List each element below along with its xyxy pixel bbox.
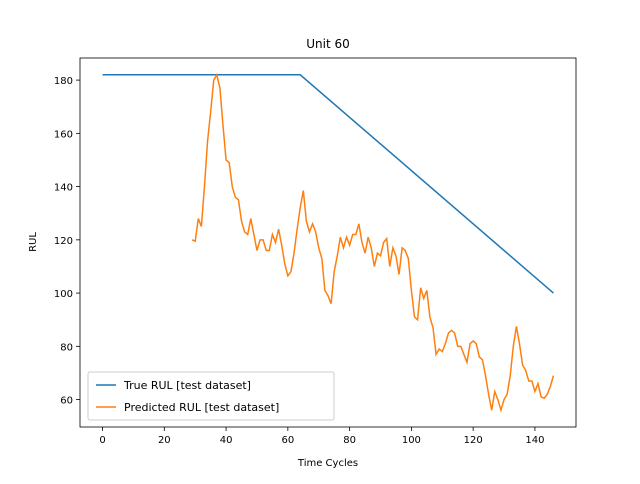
y-tick-label: 120 [54, 236, 73, 247]
x-axis-label: Time Cycles [297, 458, 358, 469]
x-tick-label: 140 [525, 435, 544, 446]
legend-label: Predicted RUL [test dataset] [124, 401, 279, 414]
data-line [191, 72, 555, 413]
plot-frame [79, 57, 577, 428]
legend-box [87, 371, 335, 421]
x-tick-label: 60 [281, 435, 294, 446]
x-tick-label: 80 [343, 435, 356, 446]
y-tick-label: 80 [60, 342, 73, 353]
x-tick-label: 40 [220, 435, 233, 446]
y-tick-label: 180 [54, 76, 73, 87]
y-axis-label: RUL [28, 232, 39, 252]
y-tick-label: 100 [54, 289, 73, 300]
data-line [102, 74, 554, 294]
y-tick-label: 140 [54, 183, 73, 194]
y-tick-label: 160 [54, 129, 73, 140]
x-tick-label: 100 [402, 435, 421, 446]
x-tick-label: 0 [99, 435, 105, 446]
x-tick-label: 20 [158, 435, 171, 446]
chart-title: Unit 60 [306, 37, 350, 51]
legend-label: True RUL [test dataset] [123, 379, 251, 392]
x-tick-label: 120 [464, 435, 483, 446]
y-tick-label: 60 [60, 396, 73, 407]
